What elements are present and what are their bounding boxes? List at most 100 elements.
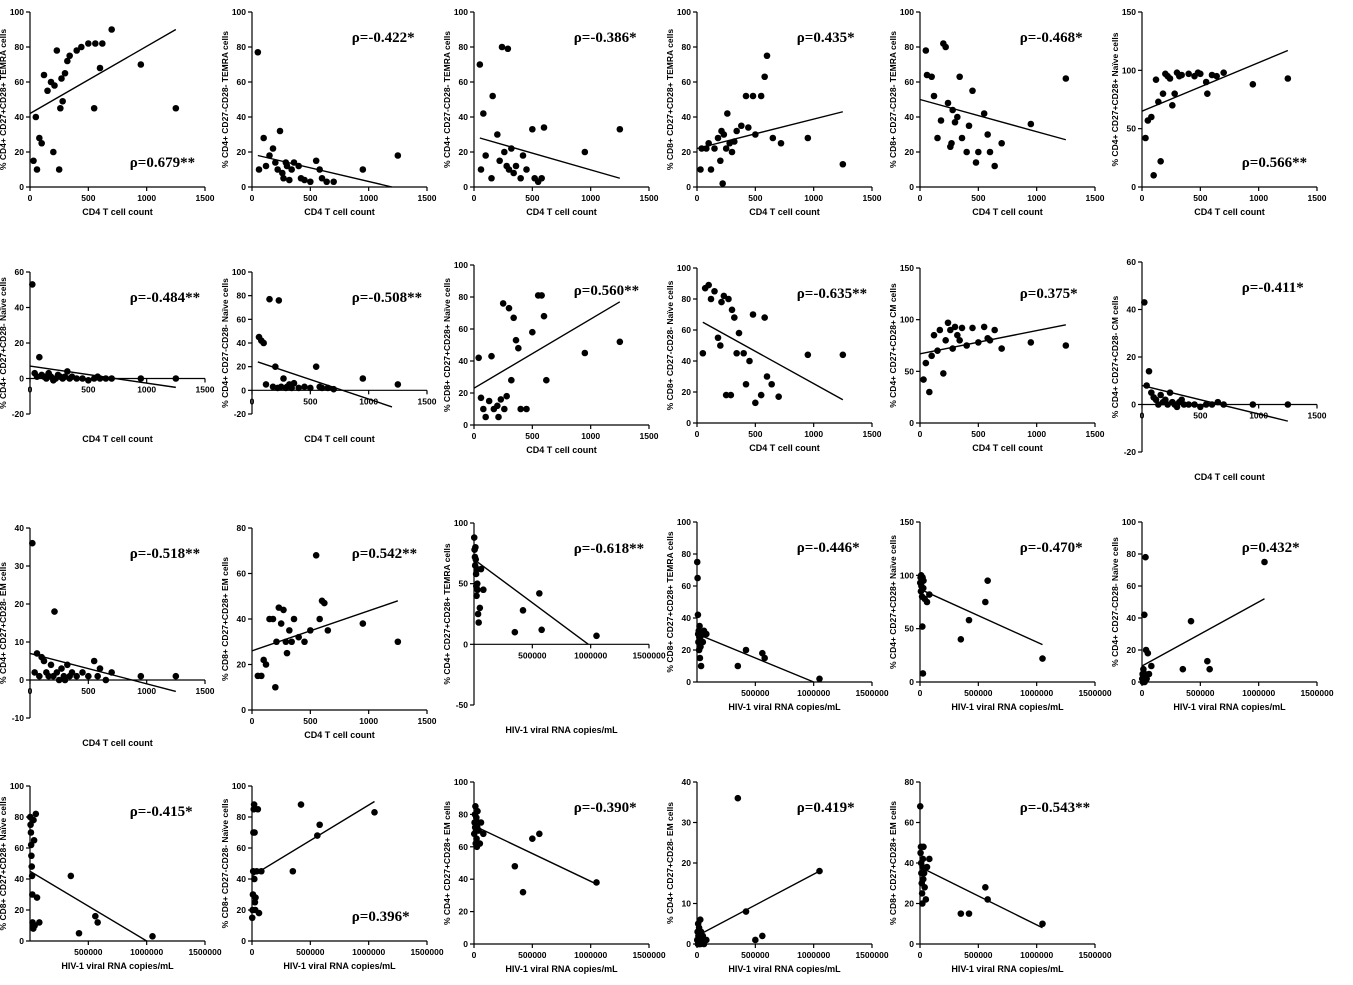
- x-tick-label: 0: [472, 193, 477, 203]
- data-point: [958, 324, 966, 332]
- data-point: [1187, 617, 1195, 625]
- data-point: [290, 379, 298, 387]
- data-point: [1185, 401, 1192, 408]
- x-tick-label: 0: [918, 429, 923, 439]
- data-point: [85, 672, 92, 680]
- data-point: [295, 384, 302, 392]
- regression-line: [29, 28, 177, 115]
- y-axis-label: % CD8+ CD27+CD28+ Naïve cells: [442, 278, 452, 412]
- data-point: [476, 61, 484, 68]
- data-point: [918, 890, 926, 897]
- x-tick-label: 1000: [581, 193, 600, 203]
- data-point: [255, 166, 263, 173]
- data-point: [1152, 76, 1160, 83]
- data-point: [920, 577, 927, 584]
- y-tick-label: 80: [459, 292, 469, 302]
- y-axis-label: % CD8+ CD27+CD28+ EM cells: [220, 557, 230, 681]
- scatter-panel-18: 0 20 40 60 80 100 0 500000 1000000 1500000 HIV-1 v…: [1110, 517, 1334, 712]
- data-point: [57, 104, 64, 112]
- y-axis-label: % CD4+ CD27+CD28- EM cells: [665, 802, 675, 924]
- data-point: [538, 174, 545, 182]
- regression-line: [1141, 49, 1289, 112]
- data-point: [735, 329, 743, 337]
- data-point: [1039, 655, 1046, 662]
- x-tick-label: 1000: [137, 385, 156, 395]
- x-tick-label: 500: [303, 396, 317, 406]
- x-tick-label: 1500: [196, 193, 215, 203]
- data-point: [472, 570, 480, 578]
- x-tick-label: 1000: [137, 193, 156, 203]
- data-point: [318, 174, 326, 182]
- data-point: [288, 638, 295, 646]
- data-point: [1178, 71, 1185, 79]
- x-tick-label: 1500: [1086, 193, 1105, 203]
- data-point: [108, 669, 115, 676]
- data-point: [944, 99, 952, 107]
- data-point: [930, 92, 938, 100]
- y-tick-label: 100: [900, 7, 914, 17]
- x-tick-label: 500: [525, 431, 539, 441]
- x-tick-label: 0: [28, 385, 33, 395]
- data-point: [61, 676, 69, 684]
- data-point: [1142, 134, 1149, 142]
- data-point: [722, 145, 730, 152]
- data-point: [51, 608, 58, 615]
- data-point: [581, 148, 589, 156]
- data-point: [1284, 75, 1292, 82]
- data-point: [519, 152, 527, 159]
- data-point: [73, 672, 80, 680]
- data-point: [944, 319, 952, 327]
- data-point: [283, 162, 291, 170]
- data-point: [523, 405, 530, 413]
- y-tick-label: 40: [15, 112, 25, 122]
- x-tick-label: 500000: [964, 688, 993, 698]
- data-point: [727, 391, 735, 399]
- data-point: [1145, 367, 1153, 375]
- y-tick-label: 0: [19, 936, 24, 946]
- x-axis-label: HIV-1 viral RNA copies/mL: [728, 964, 841, 974]
- x-tick-label: 500: [81, 686, 95, 696]
- data-point: [359, 375, 367, 382]
- data-point: [538, 292, 545, 299]
- x-tick-label: 1000: [1249, 411, 1268, 421]
- data-point: [102, 375, 110, 382]
- scatter-panel-7: -20 0 20 40 60 0 500 1000 1500 CD4 T cell count % …: [0, 267, 215, 444]
- x-axis-label: CD4 T cell count: [304, 434, 375, 444]
- y-tick-label: 30: [15, 561, 25, 571]
- y-tick-label: 20: [237, 660, 247, 670]
- data-point: [1284, 401, 1292, 408]
- correlation-annotation: ρ=0.560**: [574, 283, 639, 299]
- data-point: [253, 867, 260, 875]
- data-point: [965, 910, 973, 917]
- data-point: [969, 324, 976, 332]
- y-tick-label: 60: [905, 818, 915, 828]
- x-tick-label: 1000000: [130, 947, 163, 957]
- data-point: [295, 162, 302, 170]
- data-point: [714, 334, 722, 342]
- data-point: [928, 352, 935, 360]
- data-point: [731, 314, 738, 321]
- data-point: [96, 665, 104, 672]
- data-point: [64, 661, 71, 669]
- data-point: [94, 919, 101, 926]
- y-axis-label: % CD4+ CD27-CD28- Naïve cells: [220, 278, 230, 408]
- y-axis-label: % CD4+ CD27+CD28+ EM cells: [442, 801, 452, 925]
- data-point: [505, 166, 513, 173]
- x-tick-label: 500: [748, 193, 762, 203]
- data-point: [301, 176, 308, 184]
- y-axis-label: % CD4+ CD27+CD28- CM cells: [1110, 296, 1120, 419]
- data-point: [269, 145, 277, 152]
- data-point: [722, 391, 730, 399]
- data-point: [733, 349, 740, 357]
- data-point: [475, 354, 482, 362]
- y-tick-label: 40: [15, 303, 25, 313]
- data-point: [1150, 172, 1157, 179]
- data-point: [616, 125, 624, 133]
- data-point: [61, 69, 69, 77]
- y-tick-label: 20: [15, 599, 25, 609]
- y-axis-label: % CD4+ CD27-CD28- TEMRA cells: [220, 31, 230, 168]
- regression-line: [29, 652, 177, 693]
- x-tick-label: 0: [1140, 193, 1145, 203]
